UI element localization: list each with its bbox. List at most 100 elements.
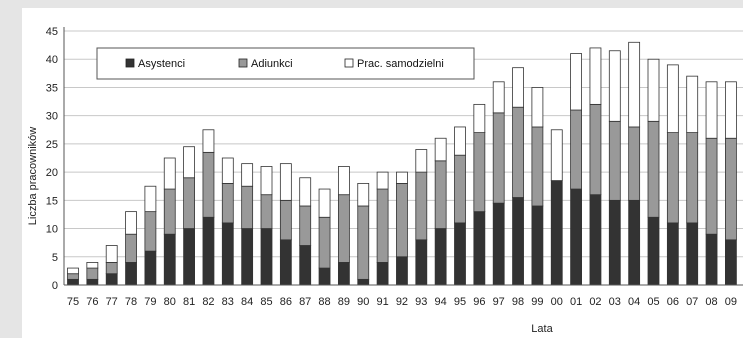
- legend-label-prac-samodzielni: Prac. samodzielni: [357, 58, 444, 70]
- bar-segment-asystenci: [686, 222, 699, 286]
- x-tick-label: 79: [144, 296, 156, 308]
- bar-segment-prac-samodzielni: [125, 211, 137, 235]
- bar-segment-asystenci: [299, 245, 312, 286]
- bar-segment-asystenci: [570, 188, 582, 286]
- bar-segment-adiunkci: [86, 267, 99, 280]
- bar-segment-prac-samodzielni: [512, 67, 524, 108]
- x-tick-label: 75: [67, 296, 79, 308]
- x-tick-label: 09: [725, 296, 737, 308]
- bar-segment-prac-samodzielni: [318, 188, 331, 218]
- bar-segment-prac-samodzielni: [144, 185, 157, 213]
- bar-segment-prac-samodzielni: [202, 129, 215, 153]
- y-tick-label: 15: [46, 195, 58, 207]
- x-tick-label: 04: [628, 296, 640, 308]
- bar-segment-adiunkci: [125, 233, 137, 263]
- bar-segment-adiunkci: [202, 151, 215, 218]
- bar-segment-adiunkci: [512, 106, 524, 198]
- x-tick-label: 81: [183, 296, 195, 308]
- x-tick-label: 97: [493, 296, 505, 308]
- bar-segment-adiunkci: [396, 182, 408, 258]
- bar-segment-adiunkci: [415, 171, 428, 241]
- bar-segment-prac-samodzielni: [241, 163, 254, 187]
- y-tick-label: 35: [46, 82, 58, 94]
- bar-segment-adiunkci: [105, 262, 118, 275]
- bar-segment-asystenci: [241, 228, 254, 286]
- bar-segment-asystenci: [105, 273, 118, 286]
- bars: [67, 41, 737, 286]
- x-tick-label: 02: [589, 296, 601, 308]
- legend-swatch-prac-samodzielni: [344, 58, 354, 68]
- bar-segment-asystenci: [415, 239, 428, 286]
- y-tick-label: 20: [46, 167, 58, 179]
- x-tick-label: 76: [86, 296, 98, 308]
- legend-box: [96, 47, 475, 80]
- bar-segment-adiunkci: [608, 120, 621, 201]
- x-tick-label: 92: [396, 296, 408, 308]
- bar-segment-asystenci: [357, 278, 370, 286]
- gridlines: [64, 30, 743, 258]
- x-tick-label: 08: [705, 296, 717, 308]
- bar-segment-adiunkci: [531, 126, 544, 207]
- x-tick-label: 07: [686, 296, 698, 308]
- x-tick-label: 99: [531, 296, 543, 308]
- x-tick-label: 01: [570, 296, 582, 308]
- bar-segment-adiunkci: [357, 205, 370, 280]
- x-tick-label: 93: [415, 296, 427, 308]
- bar-segment-prac-samodzielni: [396, 171, 408, 184]
- x-tick-label: 87: [299, 296, 311, 308]
- bar-segment-prac-samodzielni: [163, 157, 176, 190]
- bar-segment-adiunkci: [260, 194, 273, 229]
- bar-segment-asystenci: [492, 202, 505, 286]
- bar-segment-prac-samodzielni: [415, 149, 428, 173]
- x-tick-label: 91: [376, 296, 388, 308]
- bar-segment-adiunkci: [570, 109, 582, 190]
- x-tick-label: 77: [106, 296, 118, 308]
- bar-segment-adiunkci: [279, 199, 292, 241]
- bar-segment-adiunkci: [163, 188, 176, 235]
- bar-segment-adiunkci: [67, 273, 79, 280]
- bar-segment-prac-samodzielni: [628, 41, 641, 128]
- bar-segment-asystenci: [454, 222, 466, 286]
- bar-segment-adiunkci: [705, 137, 718, 235]
- bar-segment-prac-samodzielni: [434, 137, 447, 162]
- x-tick-label: 86: [280, 296, 292, 308]
- bar-segment-asystenci: [260, 228, 273, 286]
- x-tick-label: 98: [512, 296, 524, 308]
- bar-segment-asystenci: [550, 180, 563, 286]
- bar-segment-asystenci: [666, 222, 679, 286]
- x-tick-label: 80: [164, 296, 176, 308]
- bar-segment-asystenci: [705, 233, 718, 286]
- legend-swatch-asystenci: [125, 58, 135, 68]
- bar-segment-adiunkci: [221, 182, 234, 224]
- bar-segment-prac-samodzielni: [531, 87, 544, 128]
- x-tick-label: 82: [202, 296, 214, 308]
- x-tick-label: 05: [647, 296, 659, 308]
- bar-segment-asystenci: [318, 267, 331, 286]
- y-tick-label: 10: [46, 224, 58, 236]
- y-tick-label: 0: [52, 280, 58, 292]
- bar-segment-prac-samodzielni: [357, 182, 370, 207]
- bar-segment-asystenci: [628, 199, 641, 286]
- bar-segment-asystenci: [202, 216, 215, 286]
- bar-segment-adiunkci: [725, 137, 737, 241]
- bar-segment-prac-samodzielni: [260, 166, 273, 196]
- bar-segment-asystenci: [376, 262, 389, 286]
- bar-segment-asystenci: [608, 199, 621, 286]
- bar-segment-prac-samodzielni: [570, 53, 582, 111]
- x-tick-label: 06: [667, 296, 679, 308]
- bar-segment-adiunkci: [473, 132, 486, 213]
- bar-segment-asystenci: [531, 205, 544, 286]
- x-tick-label: 90: [357, 296, 369, 308]
- bar-segment-prac-samodzielni: [337, 166, 350, 196]
- bar-segment-prac-samodzielni: [105, 245, 118, 263]
- bar-segment-prac-samodzielni: [473, 103, 486, 133]
- bar-segment-prac-samodzielni: [608, 50, 621, 122]
- x-tick-label: 00: [551, 296, 563, 308]
- bar-segment-prac-samodzielni: [221, 157, 234, 184]
- bar-segment-asystenci: [125, 262, 137, 286]
- bar-segment-asystenci: [86, 278, 99, 286]
- bar-segment-adiunkci: [492, 112, 505, 204]
- bar-segment-asystenci: [183, 228, 196, 286]
